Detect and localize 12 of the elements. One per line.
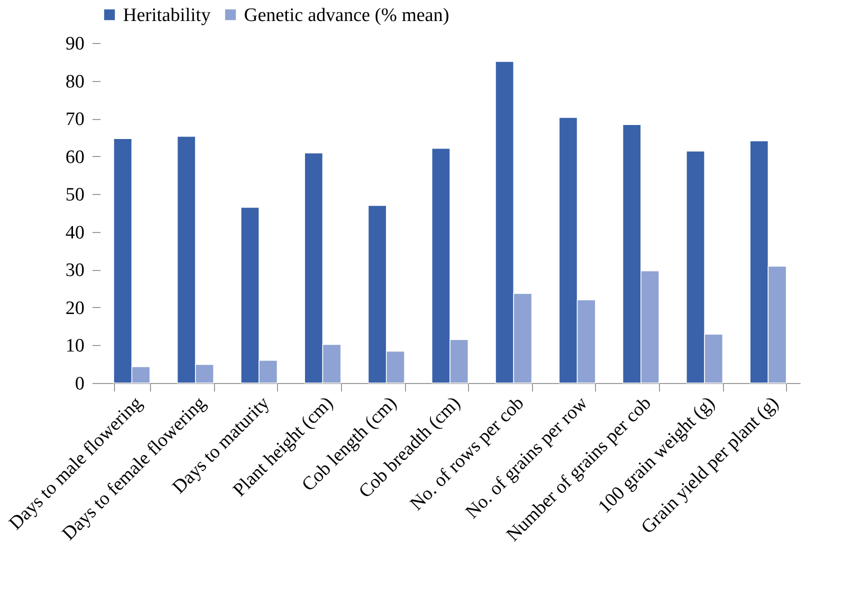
y-tick-label: 0 (75, 374, 84, 394)
legend-label: Genetic advance (% mean) (244, 4, 450, 26)
y-tick-label: 40 (66, 222, 84, 244)
legend-label: Heritability (123, 4, 212, 26)
y-tick-label: 80 (66, 71, 84, 92)
y-tick-label: 90 (66, 34, 84, 54)
y-tick-label: 20 (66, 298, 84, 319)
y-tick-label: 10 (66, 336, 84, 357)
y-tick-label: 70 (66, 109, 84, 130)
y-tick-label: 60 (66, 146, 84, 168)
y-tick-label: 30 (66, 260, 84, 282)
y-tick-label: 50 (66, 184, 84, 206)
